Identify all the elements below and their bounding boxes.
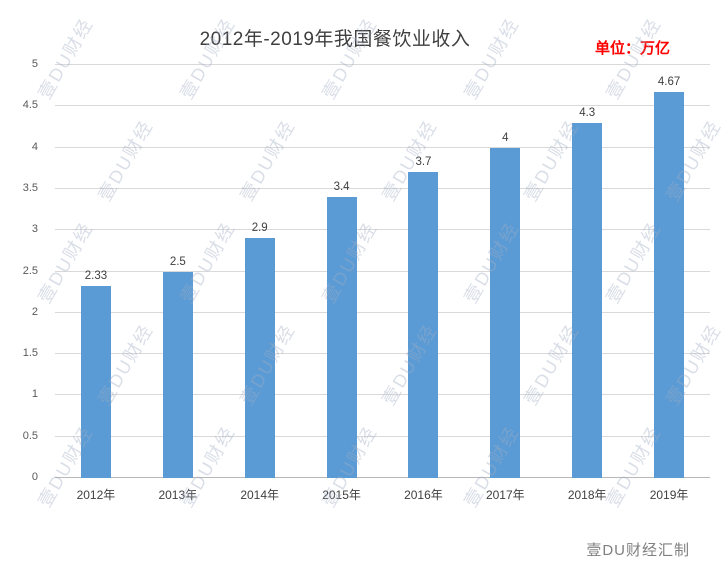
x-tick-label: 2016年 [404, 488, 443, 502]
x-tick-label: 2017年 [485, 488, 525, 502]
gridline [55, 105, 710, 107]
bar-value-label: 3.7 [415, 156, 432, 169]
x-tick-label: 2018年 [567, 488, 607, 502]
bar-slot: 2.5 [137, 65, 219, 478]
gridline [55, 64, 710, 65]
bar-2018年 [572, 122, 603, 478]
bar-2012年 [80, 285, 111, 478]
plot-area: 2.33 2.5 2.9 3.4 3.7 4 4.3 4.67 [55, 64, 710, 478]
bar-slot: 4.67 [628, 65, 710, 478]
bar-value-label: 3.4 [333, 181, 350, 194]
bar-slot: 3.7 [383, 65, 465, 478]
bar-2016年 [408, 172, 439, 478]
y-tick-label: 3.5 [22, 181, 38, 194]
bar-slot: 3.4 [301, 65, 383, 478]
bar-slot: 4.3 [546, 65, 628, 478]
bar-slot: 4 [464, 65, 546, 478]
gridline [55, 394, 710, 396]
credit-text: 壹DU财经汇制 [586, 542, 690, 559]
gridline [55, 229, 710, 231]
gridline [55, 311, 710, 313]
bar-slot: 2.33 [55, 65, 137, 478]
x-axis-labels: 2012年 2013年 2014年 2015年 2016年 2017年 2018年 2019年 [55, 486, 710, 503]
y-tick-label: 1.5 [22, 347, 38, 360]
x-tick-label: 2015年 [322, 488, 361, 502]
bar-2013年 [162, 271, 193, 478]
bar-value-label: 2.5 [169, 255, 186, 268]
bar-value-label: 4 [502, 131, 509, 144]
y-tick-label: 2 [31, 305, 38, 318]
x-tick-label: 2019年 [649, 488, 689, 502]
bar-value-label: 2.9 [251, 222, 268, 235]
bar-value-label: 4.3 [579, 106, 596, 119]
gridline [55, 270, 710, 272]
y-tick-label: 2.5 [22, 264, 38, 277]
bar-value-label: 2.33 [84, 269, 108, 282]
bar-2019年 [654, 92, 685, 478]
gridline [55, 146, 710, 148]
y-tick-label: 0 [31, 471, 38, 483]
y-axis-labels: 0 0.5 1 1.5 2 2.5 3 3.5 4 4.5 5 [0, 58, 48, 483]
x-tick-label: 2013年 [158, 488, 198, 502]
y-tick-label: 0.5 [22, 429, 38, 442]
gridline [55, 435, 710, 437]
x-tick-label: 2014年 [240, 488, 280, 502]
y-tick-label: 5 [31, 58, 38, 70]
bar-2014年 [244, 238, 275, 478]
gridline [55, 353, 710, 355]
y-tick-label: 4.5 [22, 99, 38, 112]
y-tick-label: 1 [31, 388, 38, 401]
chart-title: 2012年-2019年我国餐饮业收入 [199, 29, 471, 50]
gridline [55, 477, 710, 478]
bars: 2.33 2.5 2.9 3.4 3.7 4 4.3 4.67 [55, 65, 710, 478]
x-tick-label: 2012年 [76, 488, 116, 502]
unit-label: 单位：万亿 [594, 40, 670, 57]
gridline [55, 187, 710, 189]
bar-2015年 [326, 197, 357, 478]
y-tick-label: 4 [31, 140, 38, 153]
y-tick-label: 3 [31, 223, 38, 236]
bar-slot: 2.9 [219, 65, 301, 478]
bar-value-label: 4.67 [657, 76, 681, 89]
bar-2017年 [490, 147, 521, 478]
